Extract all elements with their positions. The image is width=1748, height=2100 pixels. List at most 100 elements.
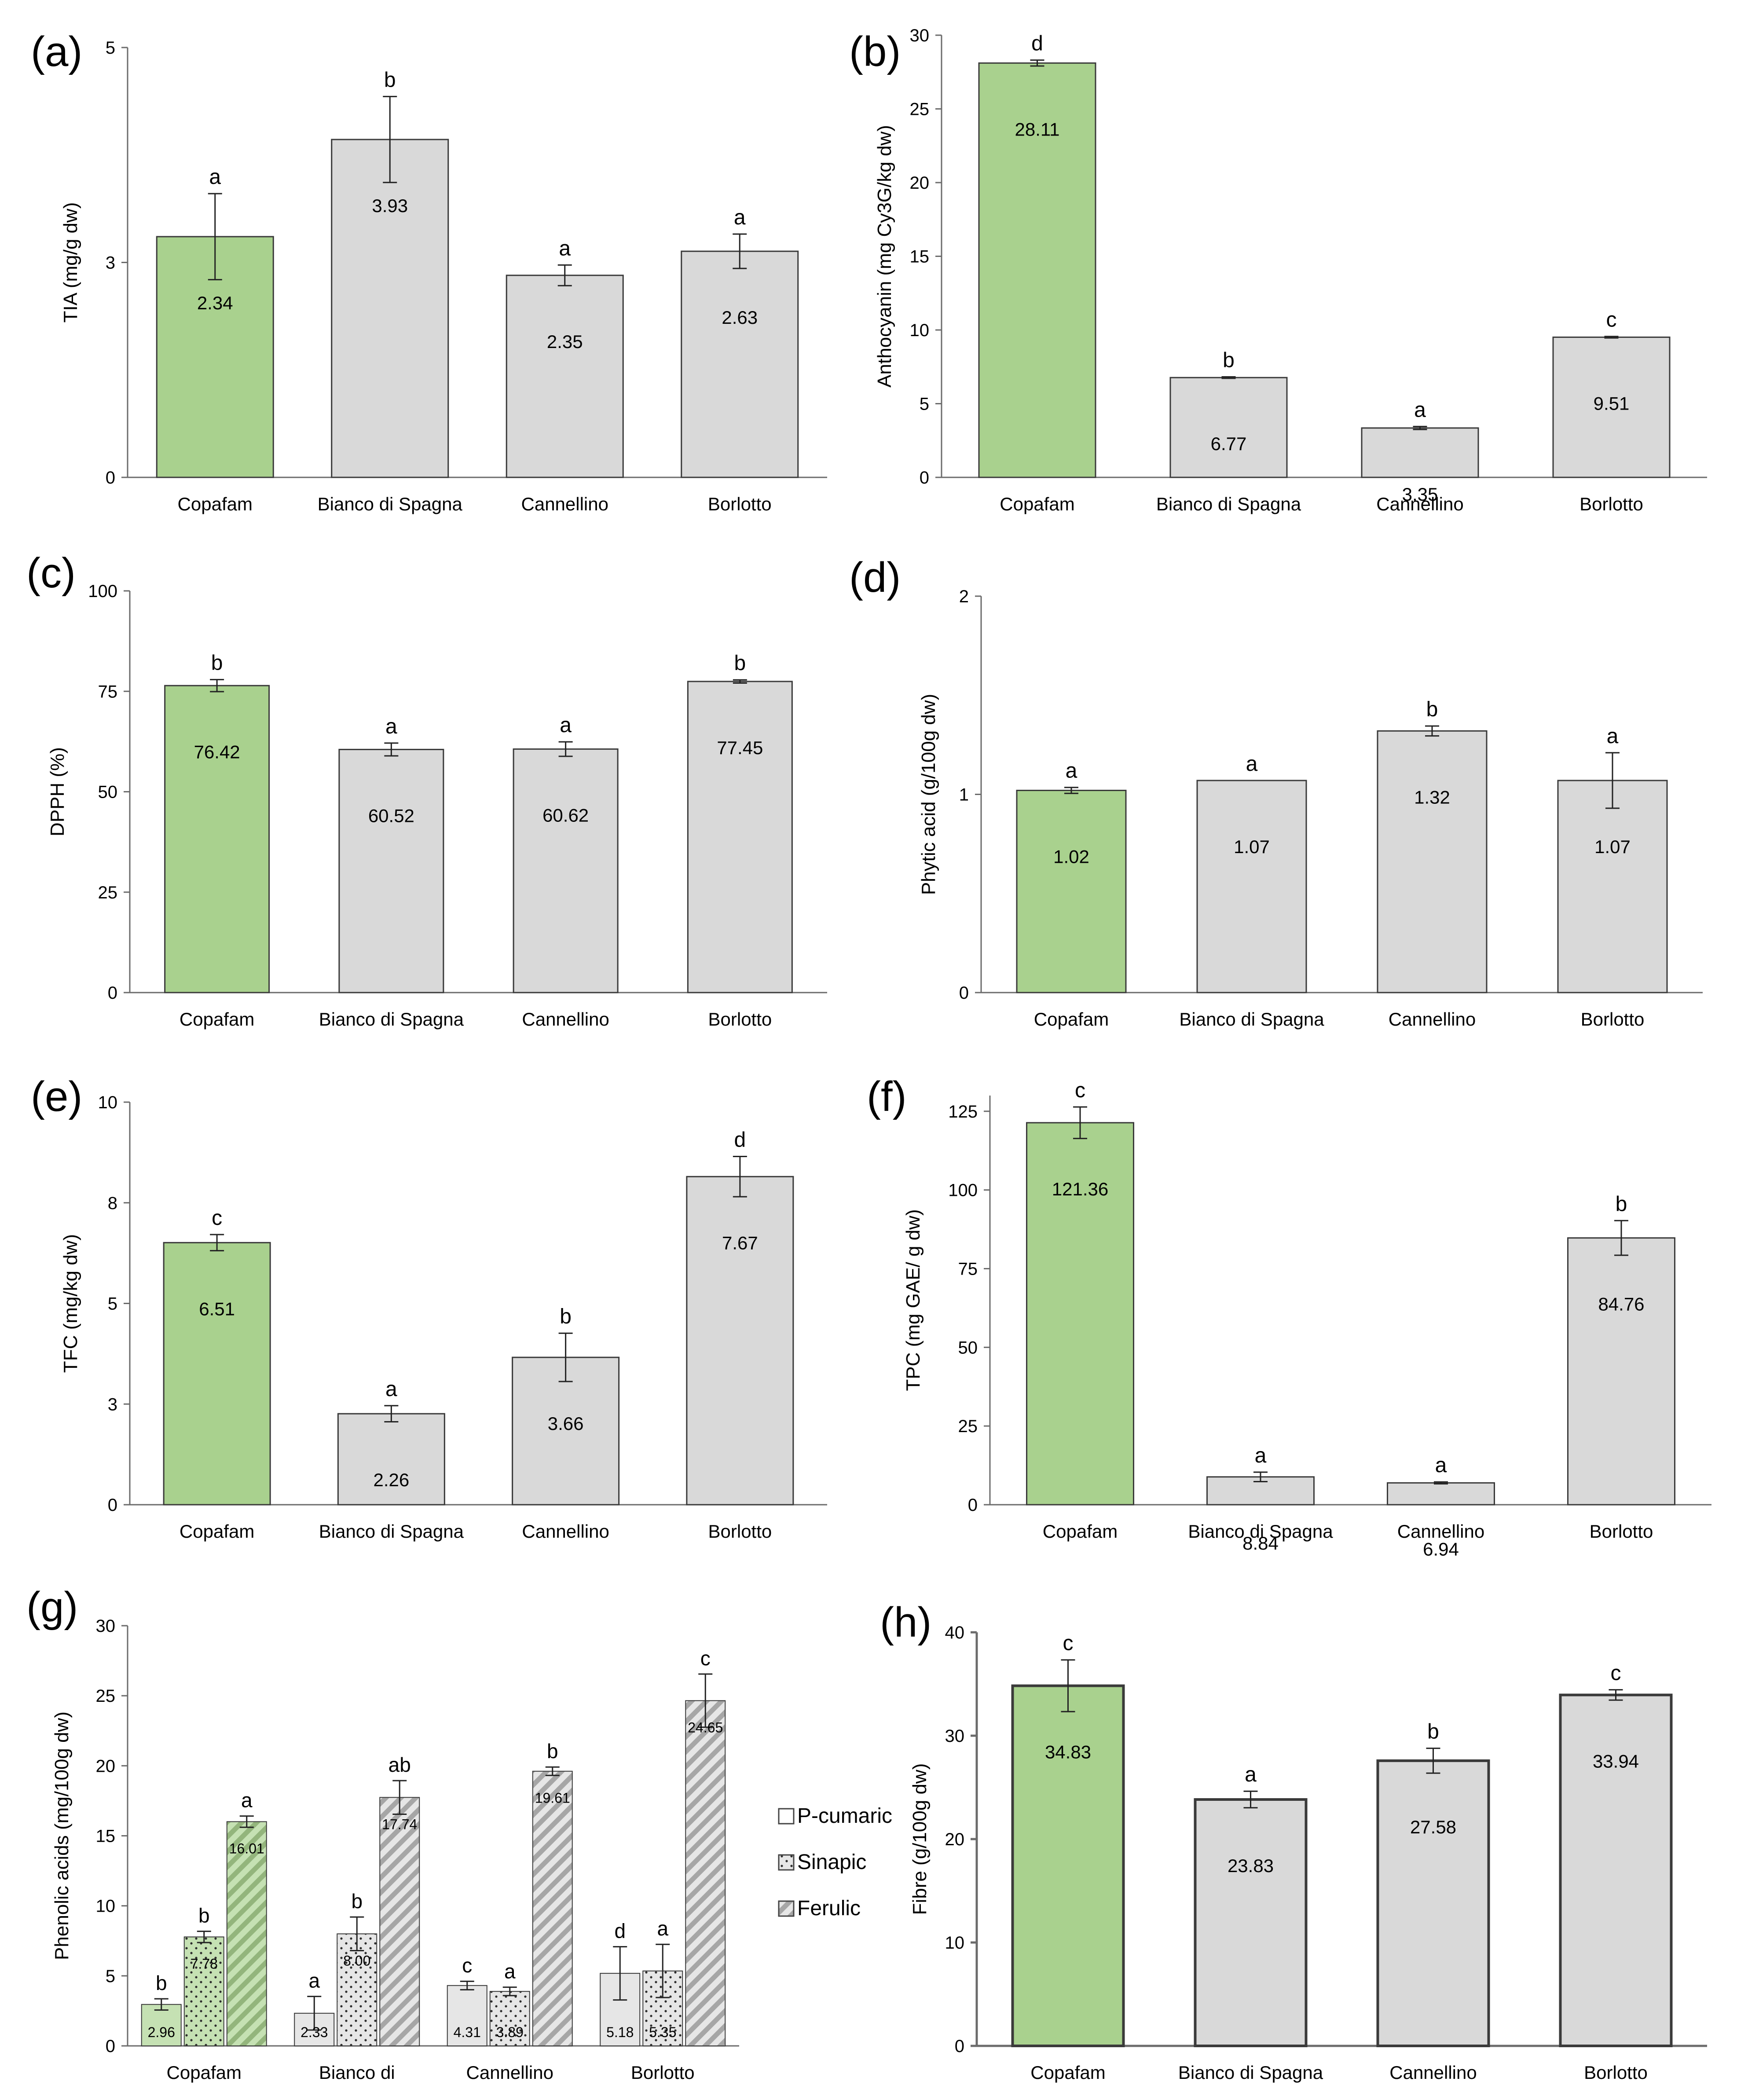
data-label: 60.52 — [368, 805, 414, 826]
x-tick-label: Copafam — [180, 1521, 254, 1542]
y-tick-label: 75 — [958, 1259, 978, 1279]
y-axis-title: Phenolic acids (mg/100g dw) — [51, 1712, 73, 1960]
y-axis-title: Anthocyanin (mg Cy3G/kg dw) — [874, 125, 895, 388]
significance-letter: b — [1427, 1720, 1439, 1744]
y-tick-label: 5 — [106, 1967, 115, 1986]
significance-letter: c — [1606, 308, 1617, 332]
y-tick-label: 15 — [96, 1827, 116, 1846]
significance-letter: a — [1066, 759, 1077, 783]
y-tick-label: 3 — [108, 1395, 117, 1414]
significance-letter: a — [559, 237, 571, 260]
x-tick-label: Cannellino — [1397, 1521, 1484, 1542]
significance-letter: b — [734, 652, 746, 675]
significance-letter: c — [700, 1647, 711, 1670]
chart-panel-8: (h) 0 10 20 30 40 Fibre (g/100g dw) Copafam Bian… — [880, 1599, 1707, 2083]
bar — [1387, 1482, 1495, 1506]
data-label: 16.01 — [229, 1840, 264, 1856]
bar — [379, 1797, 420, 2046]
x-tick-label: Cannellino — [466, 2062, 553, 2083]
bar — [1557, 780, 1668, 993]
x-tick-label: Copafam — [178, 494, 253, 514]
x-tick-label: Borlotto — [1590, 1521, 1653, 1542]
data-label: 28.11 — [1015, 119, 1060, 139]
x-tick-label: Borlotto — [708, 1009, 772, 1030]
y-tick-label: 25 — [98, 883, 118, 902]
bar — [1567, 1237, 1675, 1506]
significance-letter: d — [734, 1129, 746, 1152]
data-label: 2.34 — [197, 293, 233, 313]
significance-letter: b — [560, 1305, 572, 1328]
x-tick-label: Cannellino — [1389, 1009, 1476, 1030]
significance-letter: c — [1611, 1662, 1621, 1685]
x-tick-label: Bianco di — [319, 2062, 395, 2083]
data-label: 7.67 — [722, 1232, 758, 1253]
bar — [338, 748, 444, 993]
bar — [1559, 1693, 1673, 2047]
y-tick-label: 50 — [98, 783, 118, 802]
chart-panel-3: (c) 0 25 50 75 100 DPPH (%) Copafam Bianco di Sp… — [26, 550, 827, 1030]
bar — [331, 139, 449, 478]
x-tick-label: Borlotto — [708, 1521, 772, 1542]
y-tick-label: 30 — [96, 1616, 116, 1636]
bar — [337, 1413, 445, 1506]
data-label: 1.07 — [1234, 836, 1270, 857]
data-label: 2.35 — [547, 331, 583, 352]
data-label: 3.66 — [548, 1413, 584, 1434]
y-axis-title: TFC (mg/kg dw) — [60, 1234, 81, 1373]
data-label: 6.51 — [199, 1298, 235, 1319]
significance-letter: a — [1414, 398, 1426, 421]
bar — [1016, 789, 1127, 993]
bar — [686, 1176, 794, 1506]
y-tick-label: 30 — [945, 1726, 965, 1746]
data-label: 1.07 — [1594, 836, 1631, 857]
data-label: 1.02 — [1053, 846, 1089, 867]
data-label: 17.74 — [382, 1816, 417, 1832]
significance-letter: a — [1255, 1444, 1267, 1467]
bar — [685, 1700, 726, 2046]
data-label: 34.83 — [1045, 1741, 1091, 1762]
x-tick-label: Copafam — [167, 2062, 242, 2083]
chart-panel-4: (d) 0 1 2 Phytic acid (g/100g dw) Copafam Bian… — [849, 554, 1703, 1030]
x-tick-label: Borlotto — [1579, 494, 1643, 514]
significance-letter: b — [384, 68, 396, 92]
data-label: 76.42 — [194, 741, 240, 762]
bar — [506, 275, 624, 478]
x-tick-label: Cannellino — [1389, 2062, 1477, 2083]
data-label: 23.83 — [1228, 1855, 1274, 1876]
y-tick-label: 8 — [108, 1194, 117, 1213]
significance-letter: b — [547, 1740, 558, 1763]
y-tick-label: 50 — [958, 1338, 978, 1357]
data-label: 1.32 — [1414, 787, 1450, 807]
data-label: 2.96 — [148, 2024, 175, 2040]
data-label: 33.94 — [1593, 1751, 1639, 1771]
bar — [183, 1936, 224, 2046]
data-label: 60.62 — [542, 805, 589, 826]
x-tick-label: Borlotto — [708, 494, 772, 514]
x-tick-label: Bianco di Spagna — [1178, 2062, 1323, 2083]
bar — [164, 685, 270, 993]
x-tick-label: Copafam — [1000, 494, 1074, 514]
y-tick-label: 0 — [920, 468, 929, 487]
chart-panel-2: (b) 0 5 10 15 20 25 30 Anthocyanin (mg Cy3G/kg d… — [849, 26, 1707, 514]
significance-letter: d — [614, 1920, 626, 1942]
bar — [1194, 1798, 1308, 2048]
bar — [1376, 1759, 1490, 2048]
bar — [513, 748, 619, 993]
data-label: 6.94 — [1423, 1539, 1459, 1559]
bar — [226, 1821, 267, 2046]
bar — [978, 62, 1096, 478]
significance-letter: a — [734, 206, 746, 229]
y-tick-label: 25 — [910, 100, 930, 119]
y-tick-label: 25 — [958, 1417, 978, 1436]
data-label: 5.18 — [606, 2024, 634, 2040]
data-label: 7.78 — [191, 1956, 218, 1972]
y-tick-label: 1 — [959, 785, 969, 805]
y-tick-label: 3 — [106, 253, 115, 273]
x-tick-label: Bianco di Spagna — [319, 1521, 464, 1542]
data-label: 19.61 — [535, 1790, 570, 1806]
panel-label: (b) — [849, 28, 901, 75]
bar — [1011, 1684, 1125, 2048]
y-tick-label: 0 — [108, 983, 117, 1003]
y-tick-label: 10 — [96, 1897, 116, 1916]
y-tick-label: 20 — [945, 1830, 965, 1849]
